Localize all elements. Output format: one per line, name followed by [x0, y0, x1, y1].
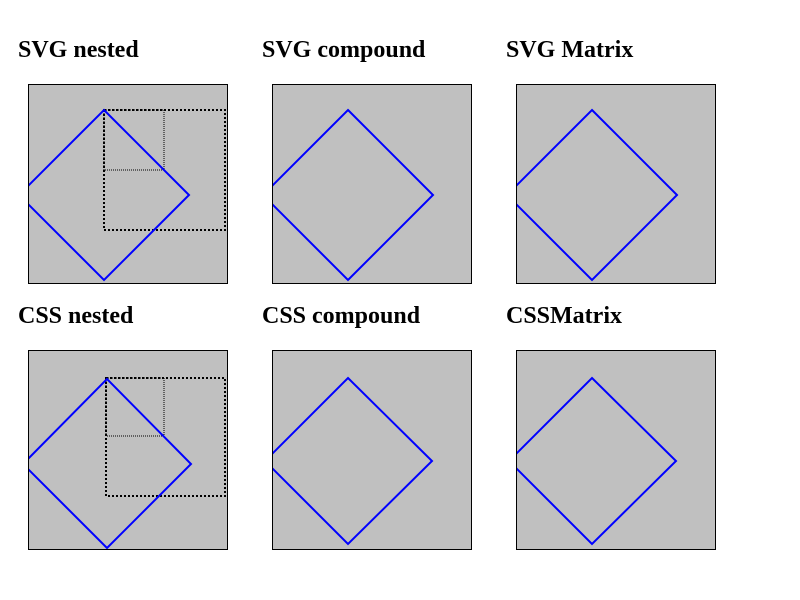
css-nested-title: CSS nested	[18, 303, 134, 329]
svg-nested-box	[28, 84, 228, 284]
svg-matrix-title: SVG Matrix	[506, 37, 634, 63]
svg-nested-cell: SVG nested	[0, 0, 230, 260]
diamond-shape	[517, 108, 679, 282]
css-matrix-title: CSSMatrix	[506, 303, 622, 329]
css-matrix-box	[516, 350, 716, 550]
css-matrix-cell: CSSMatrix	[488, 0, 718, 329]
svg-compound-canvas	[273, 108, 435, 282]
css-matrix-canvas	[517, 376, 678, 546]
svg-matrix-canvas	[517, 108, 679, 282]
svg-compound-title: SVG compound	[262, 37, 426, 63]
css-nested-cell: CSS nested	[0, 0, 230, 329]
svg-matrix-cell: SVG Matrix	[488, 0, 718, 260]
diamond-shape	[273, 376, 434, 546]
css-compound-box	[272, 350, 472, 550]
svg-nested-canvas	[29, 108, 226, 282]
outer-guide-rect	[105, 377, 226, 497]
css-compound-cell: CSS compound	[244, 0, 474, 329]
css-compound-canvas	[273, 376, 434, 546]
svg-nested-title: SVG nested	[18, 37, 139, 63]
svg-compound-box	[272, 84, 472, 284]
diamond-shape	[517, 376, 678, 546]
css-compound-title: CSS compound	[262, 303, 421, 329]
inner-guide-rect	[103, 109, 165, 171]
svg-matrix-box	[516, 84, 716, 284]
inner-guide-rect	[105, 377, 165, 437]
diamond-shape	[273, 108, 435, 282]
diamond-shape	[29, 108, 191, 282]
css-nested-box	[28, 350, 228, 550]
css-nested-canvas	[29, 377, 226, 549]
svg-compound-cell: SVG compound	[244, 0, 474, 260]
diamond-shape	[29, 377, 193, 549]
